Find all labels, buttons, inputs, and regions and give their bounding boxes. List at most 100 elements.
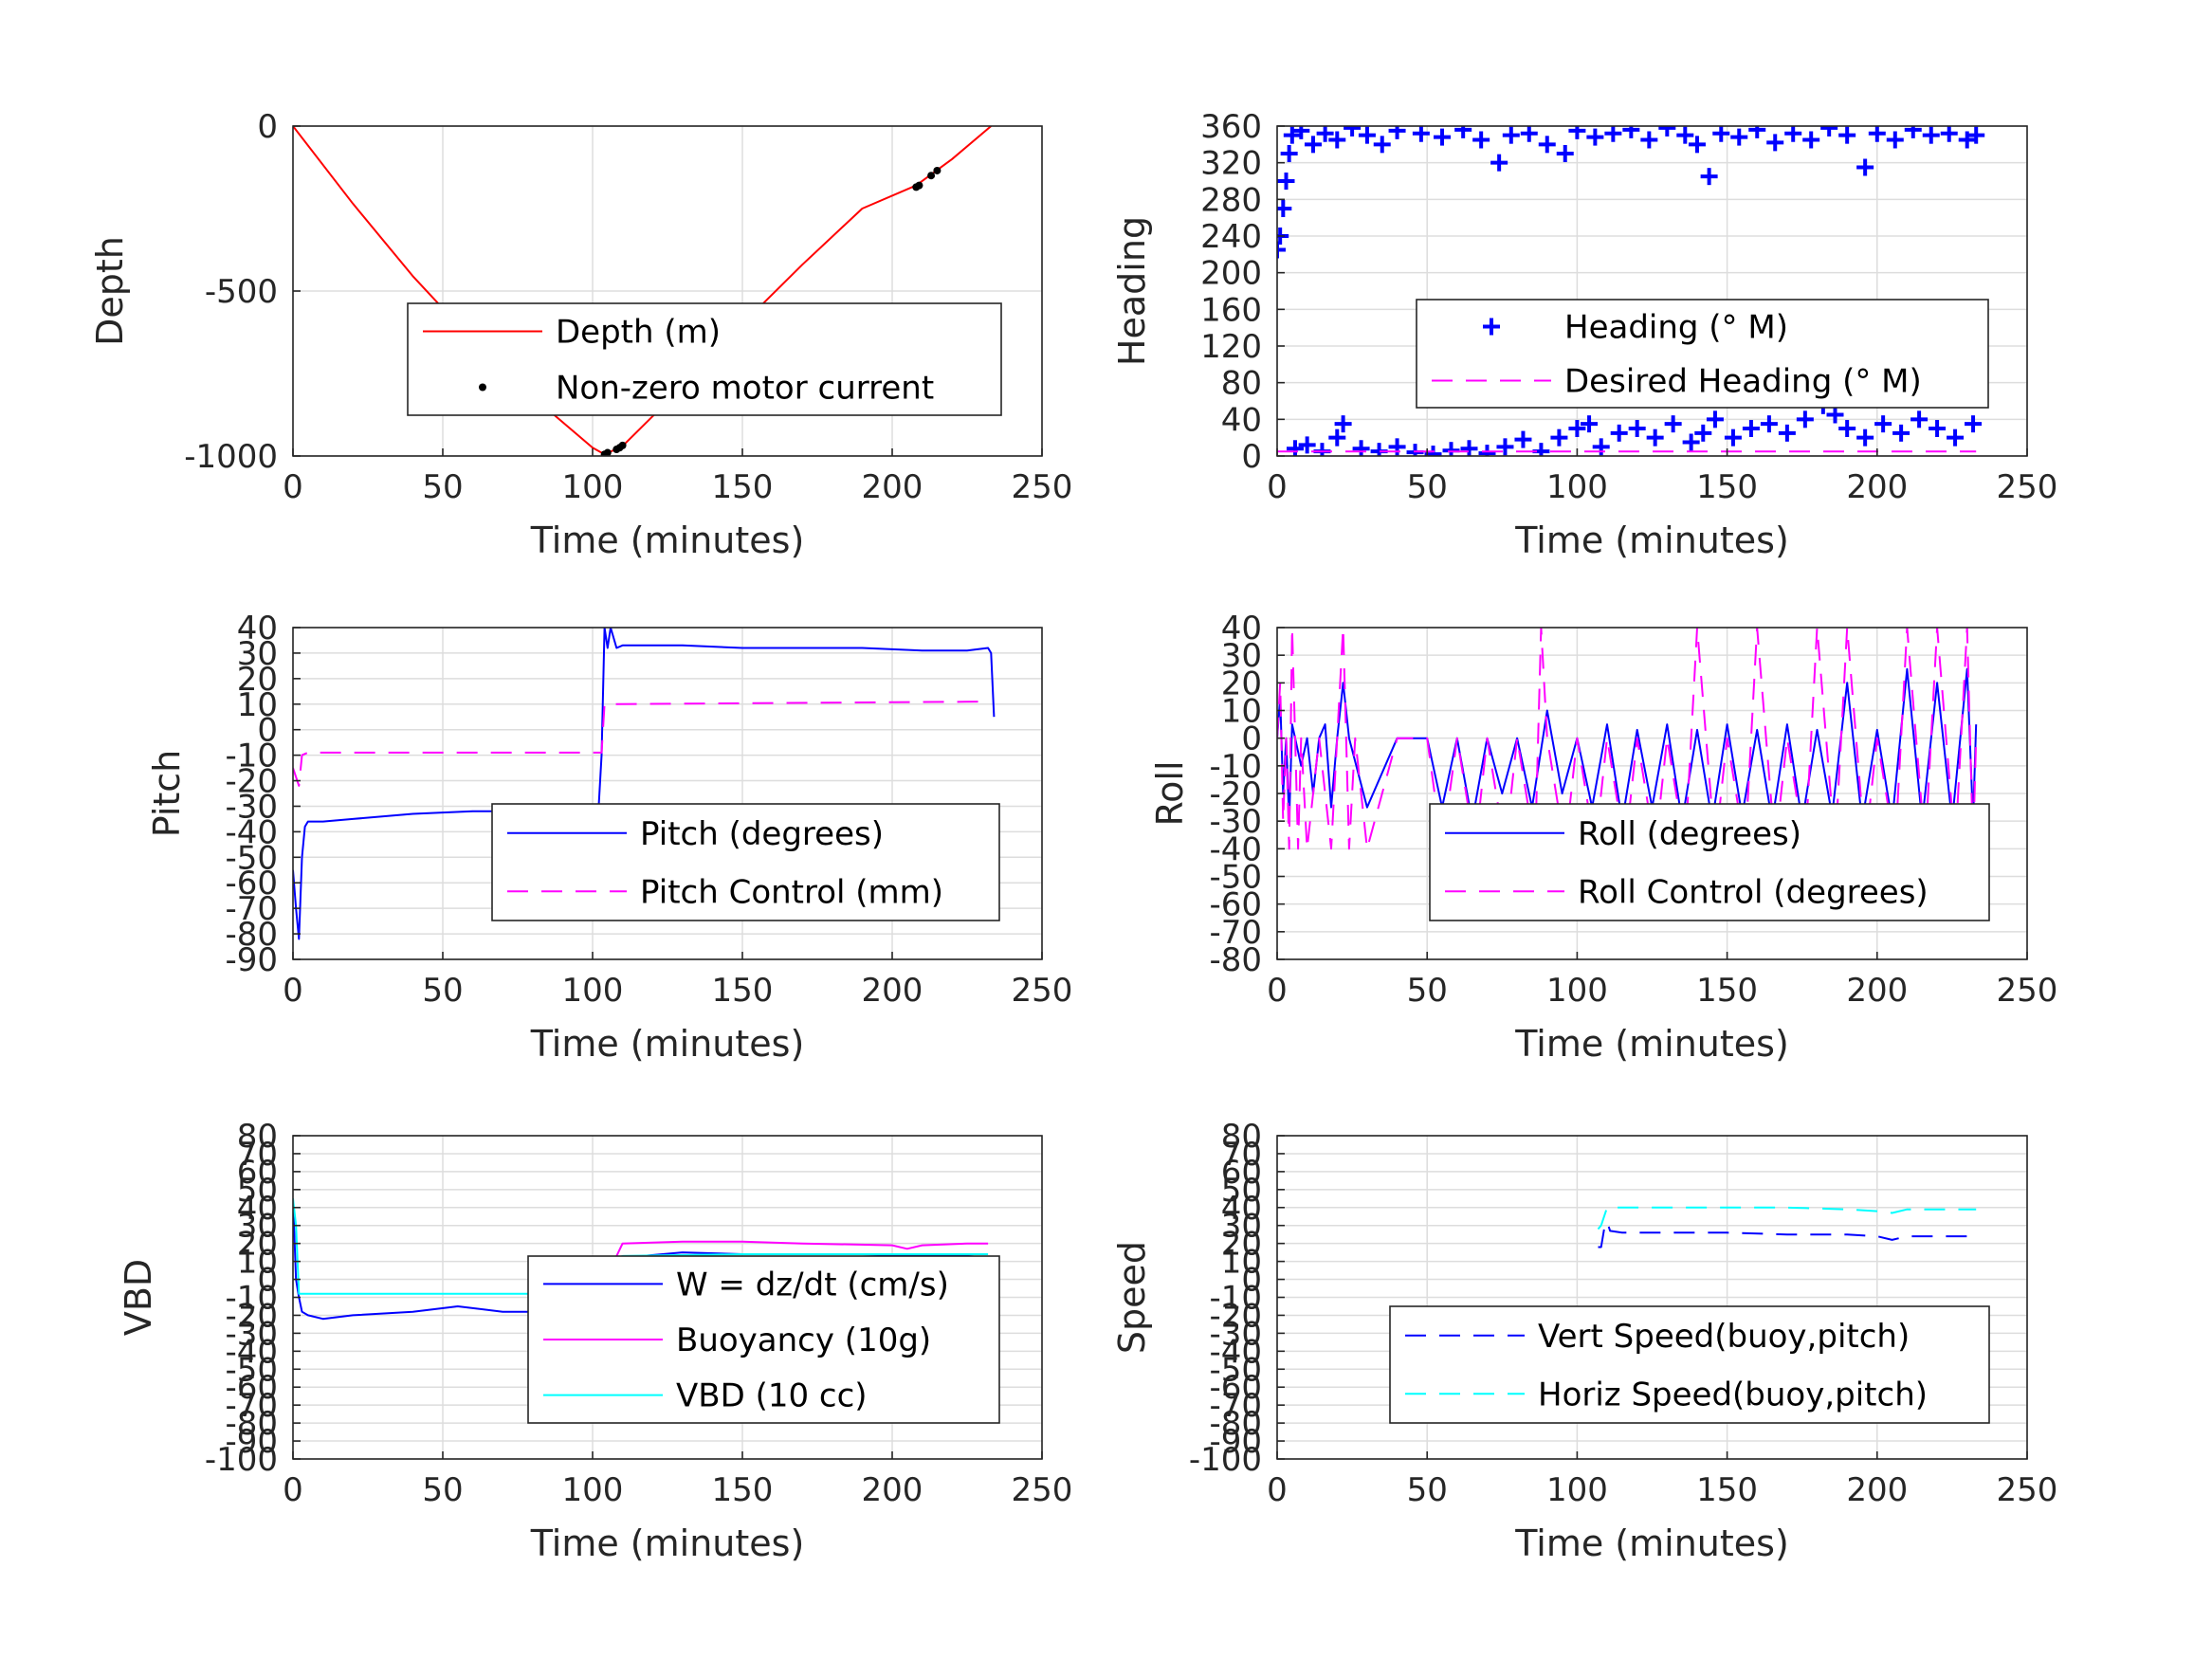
heading-series-0-point xyxy=(1730,128,1748,146)
heading-series-0-point xyxy=(1454,126,1472,138)
heading-series-0-point xyxy=(1352,440,1370,456)
heading-series-0-point xyxy=(1280,145,1298,162)
roll-y-tick-label: 40 xyxy=(1221,610,1262,647)
heading-series-0-point xyxy=(1766,134,1784,152)
heading-series-0-point xyxy=(1742,420,1760,437)
heading-series-0-point xyxy=(1748,126,1766,138)
vbd-x-tick-label: 150 xyxy=(712,1471,774,1509)
heading-series-0-point xyxy=(1640,131,1658,149)
heading-x-tick-label: 150 xyxy=(1696,468,1758,506)
depth-x-tick-label: 50 xyxy=(422,468,463,506)
vbd-y-tick-label: -90 xyxy=(225,1423,278,1461)
heading-x-tick-label: 100 xyxy=(1546,468,1608,506)
heading-series-0-point xyxy=(1682,433,1700,451)
depth-legend: Depth (m) Non-zero motor current xyxy=(407,302,1002,416)
pitch-y-tick-label: -90 xyxy=(225,941,278,979)
heading-series-0-point xyxy=(1538,136,1556,154)
vbd-y-tick-label: -80 xyxy=(225,1405,278,1443)
roll-x-tick-label: 200 xyxy=(1846,972,1908,1010)
depth-y-axis-label: Depth xyxy=(89,236,131,346)
roll-y-tick-label: -50 xyxy=(1209,859,1262,897)
pitch-y-tick-label: -50 xyxy=(225,839,278,877)
heading-series-0-point xyxy=(1820,126,1838,137)
heading-series-0-point xyxy=(1283,126,1301,144)
heading-series-0-point xyxy=(1910,410,1929,428)
pitch-series-group xyxy=(293,628,996,940)
vbd-y-tick-label: 40 xyxy=(237,1190,278,1228)
speed-y-axis-label: Speed xyxy=(1111,1241,1153,1354)
roll-y-tick-label: -70 xyxy=(1209,914,1262,952)
heading-series-group xyxy=(1277,126,1985,456)
heading-series-0-point xyxy=(1434,128,1452,146)
speed-legend-label: Horiz Speed(buoy,pitch) xyxy=(1538,1376,1928,1413)
heading-legend: Heading (° M) Desired Heading (° M) xyxy=(1416,299,1989,409)
pitch-y-tick-label: 20 xyxy=(237,661,278,699)
roll-legend-box xyxy=(1429,803,1990,921)
heading-series-0-point xyxy=(1610,424,1628,442)
heading-series-0-point xyxy=(1412,126,1430,142)
roll-legend-label: Roll Control (degrees) xyxy=(1578,873,1929,911)
heading-axes-frame xyxy=(1276,125,2028,457)
speed-y-tick-label: 40 xyxy=(1221,1190,1262,1228)
roll-legend: Roll (degrees) Roll Control (degrees) xyxy=(1429,803,1990,921)
speed-legend-label: Vert Speed(buoy,pitch) xyxy=(1538,1318,1910,1356)
depth-legend-box xyxy=(407,302,1002,416)
heading-series-0-point xyxy=(1622,126,1640,138)
pitch-y-tick-label: 30 xyxy=(237,635,278,673)
pitch-axes-frame xyxy=(292,627,1043,960)
roll-y-tick-label: -80 xyxy=(1209,941,1262,979)
pitch-legend-box xyxy=(491,803,1000,921)
depth-series-1-point xyxy=(603,448,612,456)
heading-y-axis-label: Heading xyxy=(1111,216,1153,366)
roll-x-axis-label: Time (minutes) xyxy=(1514,1023,1789,1065)
heading-series-0-point xyxy=(1676,126,1694,144)
depth-x-tick-label: 250 xyxy=(1012,468,1073,506)
heading-series-0-point xyxy=(1490,154,1508,172)
speed-y-tick-label: -20 xyxy=(1209,1297,1262,1335)
heading-series-0-point xyxy=(1581,415,1599,433)
vbd-y-tick-label: 50 xyxy=(237,1172,278,1210)
heading-panel: 0 50 100 150 200 2503603202802402001601208040… xyxy=(1111,108,2057,561)
pitch-legend-label: Pitch (degrees) xyxy=(640,815,884,853)
vbd-y-tick-label: 10 xyxy=(237,1244,278,1282)
roll-x-tick-label: 250 xyxy=(1997,972,2058,1010)
heading-series-0-point xyxy=(1892,424,1910,442)
vbd-y-tick-label: -30 xyxy=(225,1315,278,1353)
heading-series-0-point xyxy=(1700,168,1718,186)
heading-series-0-point xyxy=(1778,424,1796,442)
pitch-x-tick-label: 50 xyxy=(422,972,463,1010)
speed-y-tick-label: 50 xyxy=(1221,1172,1262,1210)
heading-series-0-point xyxy=(1550,428,1568,447)
roll-y-tick-label: 0 xyxy=(1241,720,1262,758)
roll-series-group xyxy=(1277,628,1978,850)
heading-series-0-point xyxy=(1316,126,1334,142)
heading-series-0-point xyxy=(1514,430,1532,448)
heading-series-0-point xyxy=(1694,424,1712,442)
vbd-y-tick-label: 60 xyxy=(237,1154,278,1192)
pitch-x-axis-label: Time (minutes) xyxy=(530,1023,805,1065)
heading-legend-label: Desired Heading (° M) xyxy=(1564,363,1922,401)
depth-x-axis-label: Time (minutes) xyxy=(530,520,805,561)
depth-x-tick-label: 200 xyxy=(862,468,923,506)
heading-y-tick-label: 0 xyxy=(1241,438,1262,476)
pitch-series-1-line xyxy=(293,701,989,787)
heading-series-0-point xyxy=(1344,126,1362,137)
heading-series-0-point xyxy=(1904,126,1922,138)
roll-x-tick-label: 50 xyxy=(1407,972,1448,1010)
depth-x-tick-label: 100 xyxy=(562,468,624,506)
depth-y-tick-label: -1000 xyxy=(184,438,278,476)
heading-series-0-point xyxy=(1688,136,1706,154)
heading-x-tick-label: 0 xyxy=(1267,468,1288,506)
vbd-x-tick-label: 100 xyxy=(562,1471,624,1509)
depth-legend-label: Depth (m) xyxy=(556,314,721,352)
vbd-x-tick-label: 0 xyxy=(283,1471,303,1509)
heading-x-axis-label: Time (minutes) xyxy=(1514,520,1789,561)
vbd-y-tick-label: 30 xyxy=(237,1208,278,1246)
speed-y-tick-label: 10 xyxy=(1221,1244,1262,1282)
vbd-y-tick-label: -10 xyxy=(225,1280,278,1318)
heading-series-0-point xyxy=(1478,445,1496,456)
heading-y-tick-label: 160 xyxy=(1200,291,1262,329)
heading-y-tick-label: 240 xyxy=(1200,218,1262,256)
speed-y-tick-label: -100 xyxy=(1189,1441,1262,1479)
vbd-y-tick-label: 20 xyxy=(237,1226,278,1264)
